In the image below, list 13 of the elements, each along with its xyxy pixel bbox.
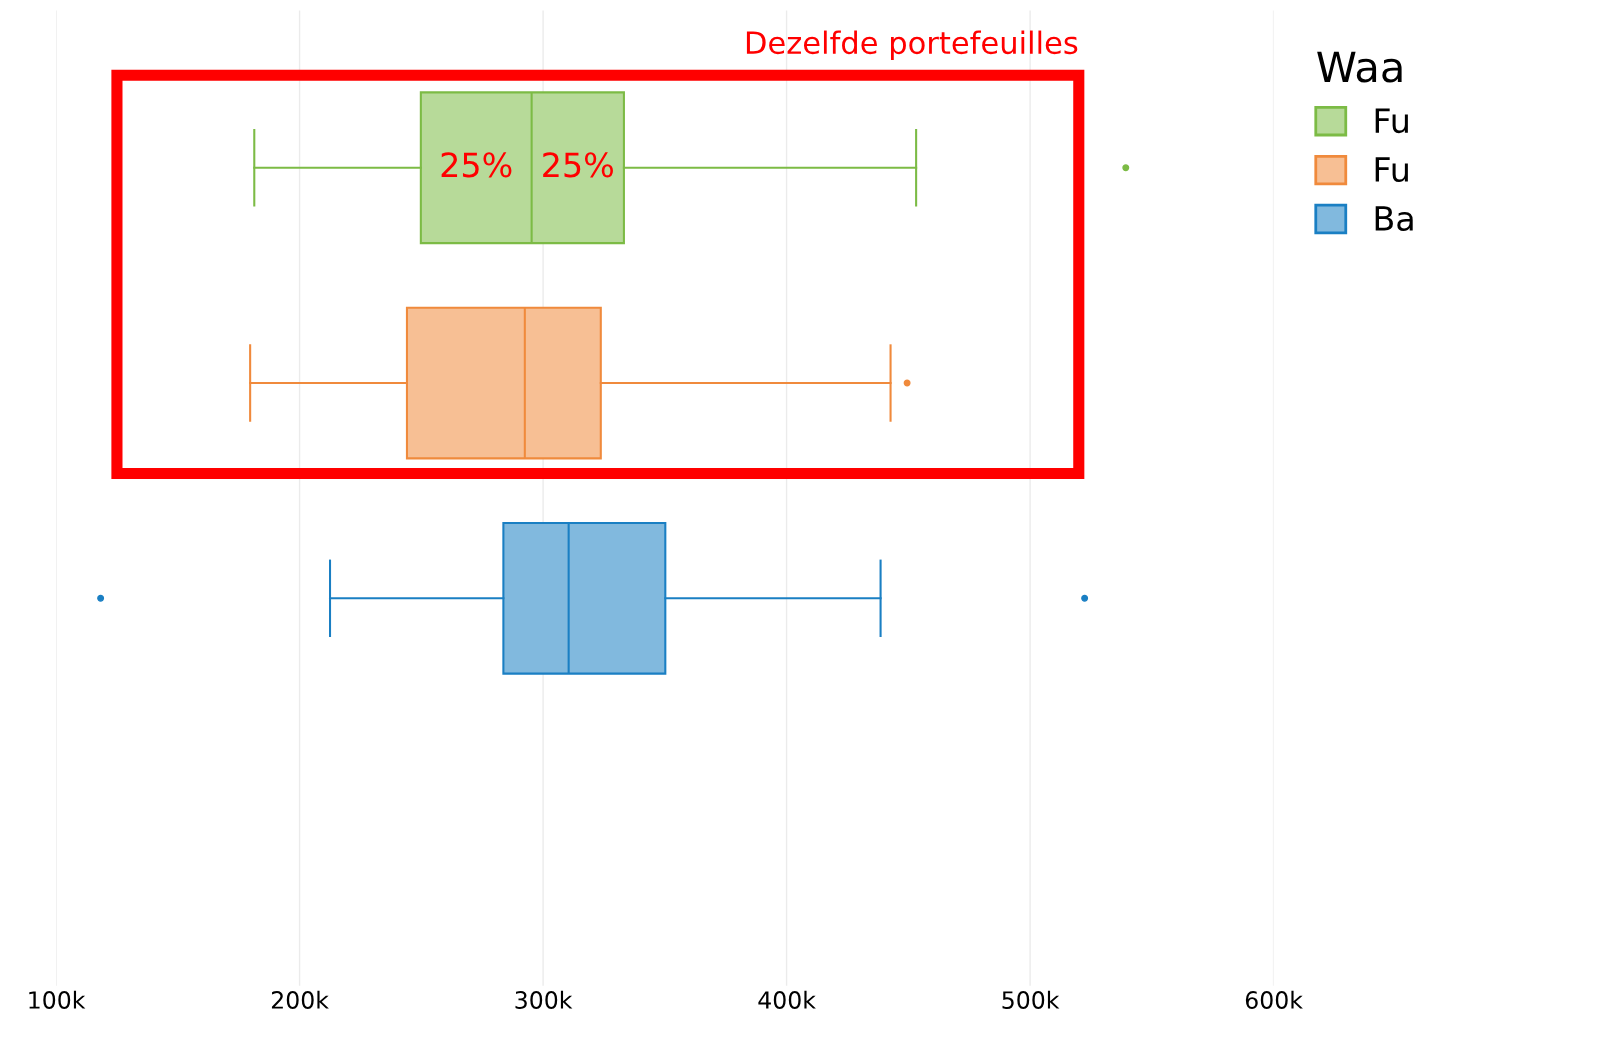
annotation: 25% <box>441 152 512 178</box>
x-tick-label: 600k <box>1245 990 1303 1009</box>
annotation: 25% <box>543 152 613 178</box>
legend-label: Fu <box>1375 157 1408 183</box>
x-tick-label: 500k <box>1002 990 1060 1009</box>
x-tick-label: 100k <box>29 990 86 1009</box>
legend-title: Waa <box>1317 51 1402 83</box>
x-tick-label: 300k <box>515 990 573 1009</box>
x-tick-label: 200k <box>271 990 329 1009</box>
x-tick-label: 400k <box>758 990 816 1009</box>
legend-label: Ba <box>1375 206 1413 232</box>
legend-label: Fu <box>1375 108 1408 134</box>
annotation: Dezelfde portefeuilles <box>746 30 1078 61</box>
